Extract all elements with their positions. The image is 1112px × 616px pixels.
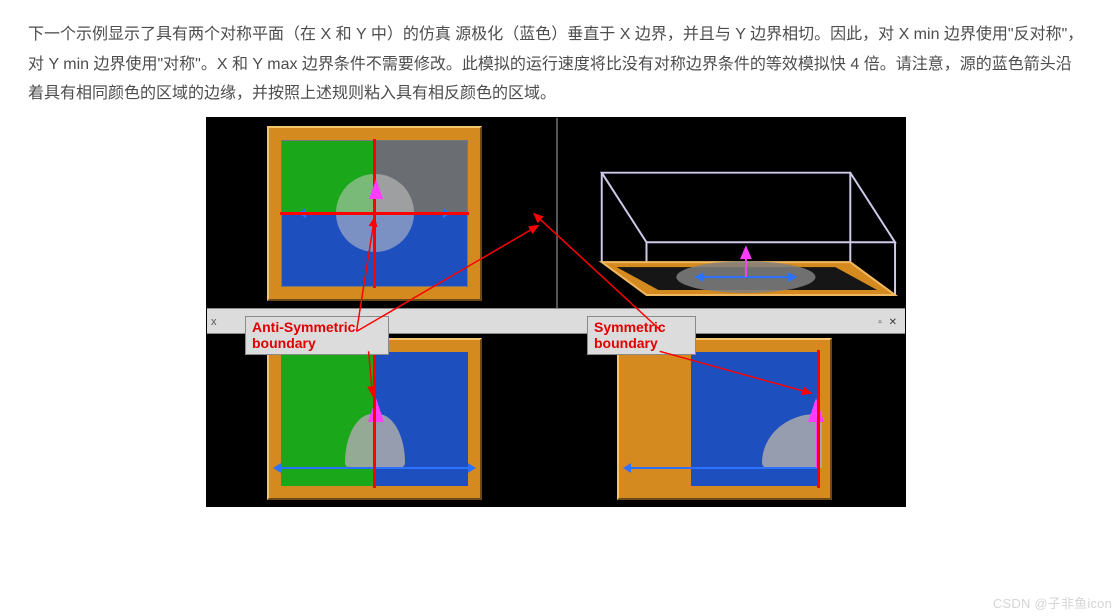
top-left-inner: [281, 140, 468, 287]
top-right-panel: [558, 118, 905, 308]
sym-line2: boundary: [594, 335, 658, 351]
bottom-left-frame: [267, 338, 482, 500]
red-vertical-line: [373, 139, 376, 288]
bottom-right-frame: [617, 338, 832, 500]
csdn-watermark: CSDN @子非鱼icon: [993, 592, 1112, 616]
isometric-svg: [558, 118, 905, 307]
anti-symmetric-label: Anti-Symmetric boundary: [245, 316, 389, 355]
bl-red-vertical: [373, 350, 376, 488]
strip-window-icons: ▫ ✕: [878, 314, 899, 333]
strip-x-label: x: [211, 312, 217, 332]
simulation-figure: x ▫ ✕: [206, 117, 906, 507]
anti-line2: boundary: [252, 335, 316, 351]
magenta-arrow-icon: [369, 179, 383, 199]
bottom-left-inner: [281, 352, 468, 486]
br-red-vertical: [817, 350, 820, 488]
sym-line1: Symmetric: [594, 319, 666, 335]
figure-container: x ▫ ✕: [206, 117, 906, 507]
anti-line1: Anti-Symmetric: [252, 319, 355, 335]
top-left-frame: [267, 126, 482, 301]
br-blue-arrow: [629, 467, 820, 469]
description-paragraph: 下一个示例显示了具有两个对称平面（在 X 和 Y 中）的仿真 源极化（蓝色）垂直…: [28, 20, 1084, 109]
bottom-right-inner: [631, 352, 818, 486]
br-magenta-arrow-icon: [808, 398, 824, 422]
symmetric-label: Symmetric boundary: [587, 316, 696, 355]
